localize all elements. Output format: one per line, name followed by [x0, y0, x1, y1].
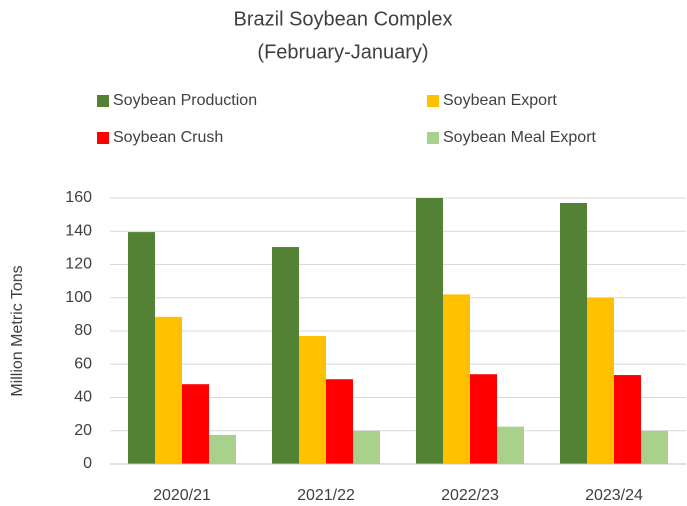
bar [299, 335, 326, 464]
legend-label: Soybean Meal Export [443, 129, 597, 146]
bar [155, 316, 182, 464]
legend-swatch [427, 132, 439, 144]
legend-swatch [97, 132, 109, 144]
legend-label: Soybean Export [443, 92, 557, 109]
x-tick-label: 2020/21 [153, 487, 211, 504]
y-tick-label: 0 [83, 455, 92, 472]
bar [416, 198, 443, 464]
bar [587, 297, 614, 464]
y-tick-label: 120 [65, 256, 92, 273]
bar [182, 384, 209, 464]
x-tick-label: 2022/23 [441, 487, 499, 504]
y-axis-label: Million Metric Tons [9, 265, 26, 396]
bar [353, 430, 380, 464]
y-tick-label: 60 [74, 355, 92, 372]
y-tick-label: 40 [74, 389, 92, 406]
legend-swatch [97, 95, 109, 107]
chart-title: Brazil Soybean Complex [234, 8, 453, 30]
legend-label: Soybean Crush [113, 129, 223, 146]
bar [470, 374, 497, 464]
bar [326, 379, 353, 464]
y-tick-label: 100 [65, 289, 92, 306]
chart-subtitle: (February-January) [257, 41, 428, 63]
x-tick-label: 2021/22 [297, 487, 355, 504]
y-tick-label: 80 [74, 322, 92, 339]
bar [497, 426, 524, 464]
bar [560, 202, 587, 465]
bar [128, 232, 155, 464]
legend-label: Soybean Production [113, 92, 257, 109]
bar [209, 434, 236, 464]
legend-swatch [427, 95, 439, 107]
y-tick-label: 20 [74, 422, 92, 439]
bar [641, 430, 668, 464]
bar [272, 247, 299, 464]
y-tick-label: 160 [65, 189, 92, 206]
bar [614, 375, 641, 464]
x-tick-label: 2023/24 [585, 487, 643, 504]
bar [443, 294, 470, 464]
y-tick-label: 140 [65, 222, 92, 239]
